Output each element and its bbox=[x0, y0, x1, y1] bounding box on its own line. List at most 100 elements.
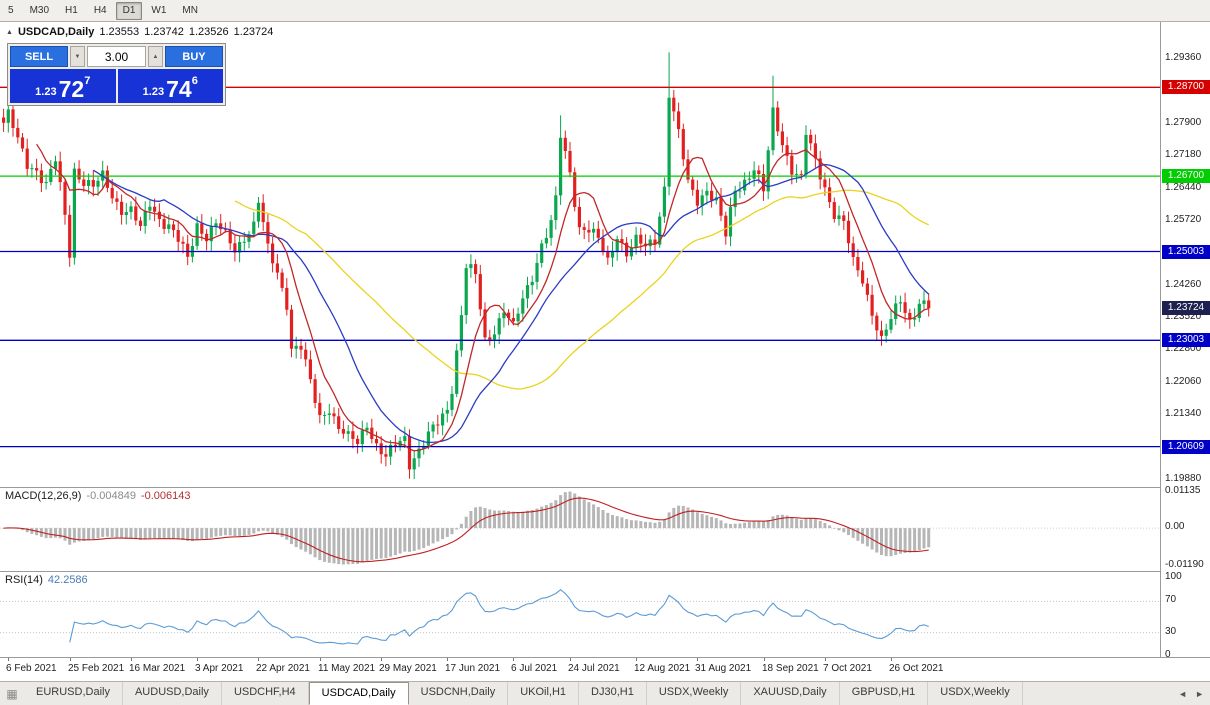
macd-axis-label: 0.00 bbox=[1165, 521, 1185, 533]
price-axis-label: 1.23520 bbox=[1165, 311, 1202, 323]
chart-tab-eurusd-daily[interactable]: EURUSD,Daily bbox=[24, 682, 123, 705]
chart-tab-bar: ▦ EURUSD,Daily AUDUSD,Daily USDCHF,H4 USDCAD… bbox=[0, 681, 1210, 705]
macd-signal-value: -0.006143 bbox=[140, 490, 191, 502]
date-tick bbox=[764, 658, 765, 661]
chart-tab-audusd-daily[interactable]: AUDUSD,Daily bbox=[123, 682, 222, 705]
price-axis-label: 1.22800 bbox=[1165, 343, 1202, 355]
buy-price-pips: 74 bbox=[166, 76, 192, 102]
macd-axis-label: -0.01190 bbox=[1165, 559, 1204, 570]
sell-price-pips: 72 bbox=[58, 76, 85, 102]
date-tick bbox=[447, 658, 448, 661]
chart-tab-usdx-weekly[interactable]: USDX,Weekly bbox=[647, 682, 742, 705]
chart-tab-dj30-h1[interactable]: DJ30,H1 bbox=[579, 682, 647, 705]
date-axis-label: 24 Jul 2021 bbox=[568, 663, 620, 674]
chart-tab-usdx-weekly[interactable]: USDX,Weekly bbox=[928, 682, 1023, 705]
rsi-axis-label: 0 bbox=[1165, 649, 1171, 660]
rsi-axis-label: 30 bbox=[1165, 625, 1177, 637]
date-axis-label: 25 Feb 2021 bbox=[68, 663, 125, 674]
date-axis-label: 18 Sep 2021 bbox=[762, 663, 819, 674]
date-axis-label: 6 Feb 2021 bbox=[6, 663, 57, 674]
timeframe-button-mn[interactable]: MN bbox=[182, 5, 198, 16]
tab-scroll-right-button[interactable]: ► bbox=[1195, 688, 1204, 699]
chart-tab-xauusd-daily[interactable]: XAUUSD,Daily bbox=[741, 682, 840, 705]
date-axis-label: 16 Mar 2021 bbox=[129, 663, 186, 674]
hline-price-badge: 1.28700 bbox=[1162, 80, 1210, 95]
chart-tab-usdchf-h4[interactable]: USDCHF,H4 bbox=[222, 682, 309, 705]
buy-price-panel[interactable]: 1.23 74 6 bbox=[117, 69, 223, 103]
timeframe-button-5[interactable]: 5 bbox=[8, 5, 14, 16]
timeframe-button-h1[interactable]: H1 bbox=[65, 5, 78, 16]
date-axis-label: 12 Aug 2021 bbox=[634, 663, 691, 674]
date-tick bbox=[636, 658, 637, 661]
date-tick bbox=[70, 658, 71, 661]
volume-input[interactable]: 3.00 bbox=[87, 46, 146, 67]
chart-tab-usdcad-daily[interactable]: USDCAD,Daily bbox=[308, 682, 409, 705]
price-axis-label: 1.29360 bbox=[1165, 52, 1202, 63]
date-axis-label: 11 May 2021 bbox=[318, 663, 376, 674]
rsi-label: RSI(14) 42.2586 bbox=[5, 574, 88, 586]
date-tick bbox=[320, 658, 321, 661]
timeframe-button-h4[interactable]: H4 bbox=[93, 5, 107, 16]
tab-scroll-buttons: ◄ ► bbox=[1178, 689, 1204, 699]
macd-main-value: -0.004849 bbox=[86, 490, 136, 502]
chart-tab-ukoil-h1[interactable]: UKOil,H1 bbox=[508, 682, 580, 705]
sell-button[interactable]: SELL bbox=[10, 46, 68, 67]
tab-scroll-left-button[interactable]: ◄ bbox=[1178, 688, 1188, 699]
one-click-trading-panel: SELL ▼ 3.00 ▲ BUY 1.23 72 7 1.23 74 6 bbox=[7, 43, 226, 106]
date-axis-label: 26 Oct 2021 bbox=[889, 663, 944, 674]
price-axis-label: 1.27180 bbox=[1165, 148, 1202, 160]
volume-up-button[interactable]: ▲ bbox=[148, 46, 163, 67]
price-axis-label: 1.19880 bbox=[1165, 473, 1202, 484]
macd-axis-label: 0.01135 bbox=[1165, 485, 1201, 496]
date-axis-label: 29 May 2021 bbox=[379, 663, 437, 674]
price-axis[interactable]: 1.293601.286401.279001.271801.264401.257… bbox=[1160, 22, 1210, 660]
volume-down-button[interactable]: ▼ bbox=[70, 46, 85, 67]
date-tick bbox=[197, 658, 198, 661]
chart-list-icon[interactable]: ▦ bbox=[6, 686, 18, 701]
timeframe-button-d1[interactable]: D1 bbox=[115, 1, 143, 20]
macd-name: MACD(12,26,9) bbox=[5, 490, 82, 502]
timeframe-toolbar: 5 M30 H1 H4 D1 W1 MN bbox=[0, 0, 1210, 22]
date-tick bbox=[8, 658, 9, 661]
date-axis-label: 3 Apr 2021 bbox=[195, 663, 244, 674]
timeframe-button-m30[interactable]: M30 bbox=[29, 5, 50, 16]
ohlc-close: 1.23724 bbox=[233, 26, 274, 38]
chart-tab-usdcnh-daily[interactable]: USDCNH,Daily bbox=[409, 682, 509, 705]
price-axis-label: 1.25720 bbox=[1165, 213, 1202, 225]
date-tick bbox=[570, 658, 571, 661]
ohlc-open: 1.23553 bbox=[99, 26, 140, 38]
rsi-chart[interactable] bbox=[0, 572, 1160, 658]
macd-indicator-pane[interactable] bbox=[0, 487, 1160, 571]
rsi-name: RSI(14) bbox=[5, 574, 43, 586]
rsi-indicator-pane[interactable] bbox=[0, 571, 1160, 657]
buy-button[interactable]: BUY bbox=[165, 46, 223, 67]
sell-price-panel[interactable]: 1.23 72 7 bbox=[10, 69, 116, 103]
one-click-collapse-icon[interactable]: ▲ bbox=[6, 28, 13, 36]
date-tick bbox=[697, 658, 698, 661]
chart-header: ▲ USDCAD,Daily 1.23553 1.23742 1.23526 1… bbox=[6, 26, 273, 38]
date-tick bbox=[825, 658, 826, 661]
date-axis-label: 7 Oct 2021 bbox=[823, 663, 872, 674]
hline-price-badge: 1.26700 bbox=[1162, 169, 1210, 184]
date-tick bbox=[891, 658, 892, 661]
rsi-axis-label: 100 bbox=[1165, 571, 1182, 582]
hline-price-badge: 1.25003 bbox=[1162, 244, 1210, 259]
sell-price-point: 7 bbox=[84, 75, 91, 87]
buy-price-point: 6 bbox=[191, 75, 198, 87]
ohlc-high: 1.23742 bbox=[144, 26, 184, 38]
price-axis-label: 1.26440 bbox=[1165, 181, 1202, 193]
date-axis[interactable]: 6 Feb 2021 25 Feb 2021 16 Mar 2021 3 Apr 20… bbox=[0, 657, 1210, 681]
hline-price-badge: 1.23003 bbox=[1162, 333, 1210, 348]
macd-chart[interactable] bbox=[0, 488, 1160, 572]
price-axis-label: 1.21340 bbox=[1165, 408, 1202, 420]
buy-price-prefix: 1.23 bbox=[142, 86, 165, 98]
price-axis-label: 1.27900 bbox=[1165, 116, 1202, 128]
chart-tab-gbpusd-h1[interactable]: GBPUSD,H1 bbox=[840, 682, 929, 705]
date-tick bbox=[381, 658, 382, 661]
ohlc-low: 1.23526 bbox=[188, 26, 229, 38]
date-axis-label: 22 Apr 2021 bbox=[256, 663, 310, 674]
candlestick-chart[interactable] bbox=[0, 22, 1160, 487]
timeframe-button-w1[interactable]: W1 bbox=[151, 5, 167, 16]
price-axis-label: 1.22060 bbox=[1165, 376, 1202, 388]
